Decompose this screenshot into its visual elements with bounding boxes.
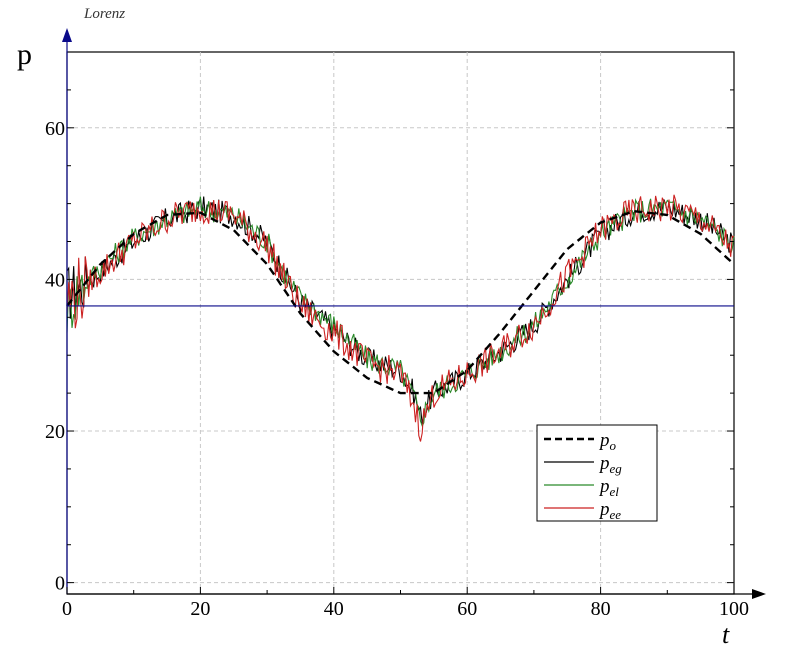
- x-tick-label: 80: [591, 598, 611, 620]
- tick-labels: 0 20 40 60 80 100 0 20 40 60: [45, 118, 749, 620]
- legend-label-el: pel: [598, 476, 619, 499]
- x-tick-label: 0: [62, 598, 72, 620]
- y-tick-label: 20: [45, 421, 65, 443]
- x-tick-label: 20: [190, 598, 210, 620]
- legend-label-o: po: [598, 430, 617, 453]
- series-line-pee: [66, 194, 735, 442]
- x-tick-label: 100: [719, 598, 749, 620]
- y-axis-label: p: [17, 38, 32, 71]
- legend-box: [536, 424, 658, 522]
- x-tick-label: 60: [457, 598, 477, 620]
- y-tick-label: 0: [55, 573, 65, 595]
- legend-label-ee: pee: [598, 499, 621, 522]
- y-axis-arrow: [62, 28, 72, 42]
- axes: [62, 28, 766, 599]
- series-layer: [66, 194, 735, 442]
- y-tick-label: 60: [45, 118, 65, 140]
- legend-label-eg: peg: [598, 453, 622, 476]
- y-tick-label: 40: [45, 269, 65, 291]
- x-tick-label: 40: [324, 598, 344, 620]
- series-line-po: [66, 209, 735, 395]
- x-axis-label: t: [722, 620, 730, 649]
- chart-title: Lorenz: [83, 6, 125, 22]
- x-axis-arrow: [752, 589, 766, 599]
